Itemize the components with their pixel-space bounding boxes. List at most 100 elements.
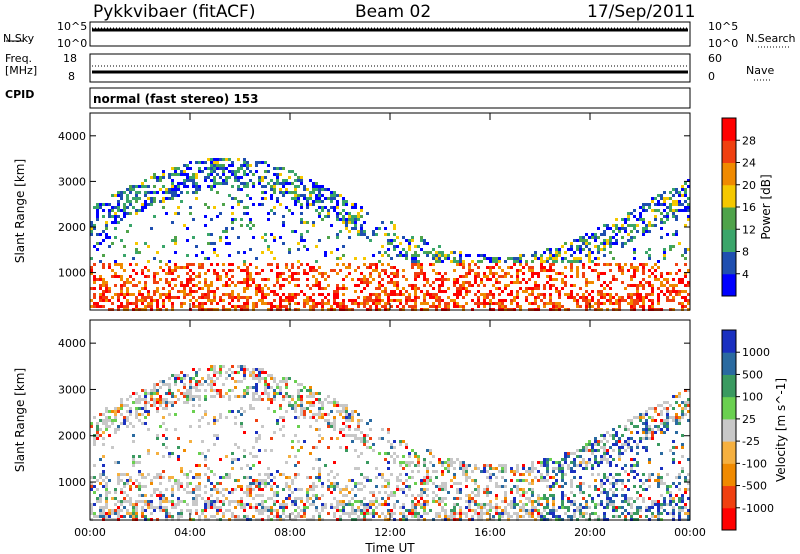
heatmap-cell (645, 410, 648, 413)
heatmap-cell (315, 413, 318, 416)
heatmap-cell (333, 425, 336, 428)
heatmap-cell (321, 503, 324, 506)
heatmap-cell (672, 419, 675, 422)
heatmap-cell (405, 251, 408, 254)
heatmap-cell (243, 365, 246, 368)
heatmap-cell (456, 263, 459, 266)
heatmap-cell (600, 455, 603, 458)
heatmap-cell (162, 506, 165, 509)
heatmap-cell (600, 302, 603, 305)
heatmap-cell (150, 197, 153, 200)
heatmap-cell (408, 284, 411, 287)
heatmap-cell (162, 185, 165, 188)
heatmap-cell (444, 254, 447, 257)
heatmap-cell (369, 512, 372, 515)
heatmap-cell (174, 251, 177, 254)
heatmap-cell (102, 209, 105, 212)
heatmap-cell (267, 302, 270, 305)
heatmap-cell (204, 302, 207, 305)
heatmap-cell (180, 377, 183, 380)
heatmap-cell (138, 413, 141, 416)
heatmap-cell (483, 257, 486, 260)
heatmap-cell (198, 464, 201, 467)
heatmap-cell (504, 485, 507, 488)
heatmap-cell (339, 413, 342, 416)
heatmap-cell (609, 296, 612, 299)
heatmap-cell (276, 383, 279, 386)
heatmap-cell (468, 476, 471, 479)
heatmap-cell (444, 278, 447, 281)
heatmap-cell (96, 425, 99, 428)
heatmap-cell (144, 242, 147, 245)
heatmap-cell (441, 284, 444, 287)
heatmap-cell (261, 251, 264, 254)
heatmap-cell (171, 272, 174, 275)
heatmap-cell (357, 305, 360, 308)
heatmap-cell (300, 176, 303, 179)
heatmap-cell (570, 245, 573, 248)
heatmap-cell (654, 269, 657, 272)
heatmap-cell (168, 293, 171, 296)
heatmap-cell (663, 401, 666, 404)
heatmap-cell (636, 509, 639, 512)
heatmap-cell (324, 413, 327, 416)
heatmap-cell (552, 257, 555, 260)
heatmap-cell (162, 170, 165, 173)
heatmap-cell (570, 275, 573, 278)
heatmap-cell (438, 461, 441, 464)
heatmap-cell (120, 401, 123, 404)
heatmap-cell (549, 509, 552, 512)
heatmap-cell (225, 236, 228, 239)
heatmap-cell (294, 179, 297, 182)
heatmap-cell (300, 410, 303, 413)
heatmap-cell (426, 503, 429, 506)
nsearch-tick-bottom: 10^0 (708, 37, 739, 50)
heatmap-cell (249, 197, 252, 200)
heatmap-cell (213, 161, 216, 164)
heatmap-cell (480, 302, 483, 305)
heatmap-cell (144, 494, 147, 497)
heatmap-cell (117, 509, 120, 512)
heatmap-cell (384, 293, 387, 296)
heatmap-cell (213, 248, 216, 251)
heatmap-cell (651, 224, 654, 227)
heatmap-cell (432, 287, 435, 290)
heatmap-cell (336, 272, 339, 275)
heatmap-cell (162, 302, 165, 305)
heatmap-cell (636, 452, 639, 455)
heatmap-cell (540, 476, 543, 479)
heatmap-cell (675, 188, 678, 191)
heatmap-cell (126, 410, 129, 413)
heatmap-cell (408, 509, 411, 512)
heatmap-cell (603, 506, 606, 509)
heatmap-cell (219, 296, 222, 299)
heatmap-cell (135, 197, 138, 200)
heatmap-cell (291, 296, 294, 299)
heatmap-cell (627, 446, 630, 449)
heatmap-cell (534, 500, 537, 503)
heatmap-cell (309, 503, 312, 506)
heatmap-cell (249, 485, 252, 488)
heatmap-cell (600, 242, 603, 245)
heatmap-cell (639, 206, 642, 209)
heatmap-cell (255, 161, 258, 164)
heatmap-cell (402, 236, 405, 239)
heatmap-cell (660, 227, 663, 230)
heatmap-cell (216, 497, 219, 500)
heatmap-cell (528, 512, 531, 515)
heatmap-cell (624, 464, 627, 467)
heatmap-cell (369, 479, 372, 482)
heatmap-cell (564, 275, 567, 278)
heatmap-cell (423, 509, 426, 512)
heatmap-cell (609, 455, 612, 458)
heatmap-cell (99, 413, 102, 416)
heatmap-cell (120, 491, 123, 494)
heatmap-cell (525, 281, 528, 284)
heatmap-cell (111, 410, 114, 413)
heatmap-cell (510, 302, 513, 305)
heatmap-cell (96, 242, 99, 245)
heatmap-cell (243, 182, 246, 185)
heatmap-cell (615, 233, 618, 236)
heatmap-cell (396, 275, 399, 278)
heatmap-cell (126, 278, 129, 281)
